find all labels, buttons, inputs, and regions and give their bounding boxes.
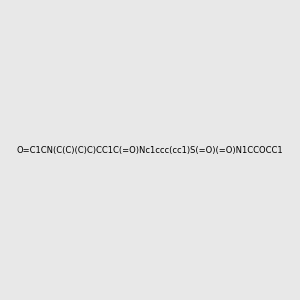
Text: O=C1CN(C(C)(C)C)CC1C(=O)Nc1ccc(cc1)S(=O)(=O)N1CCOCC1: O=C1CN(C(C)(C)C)CC1C(=O)Nc1ccc(cc1)S(=O)… [17,146,283,154]
